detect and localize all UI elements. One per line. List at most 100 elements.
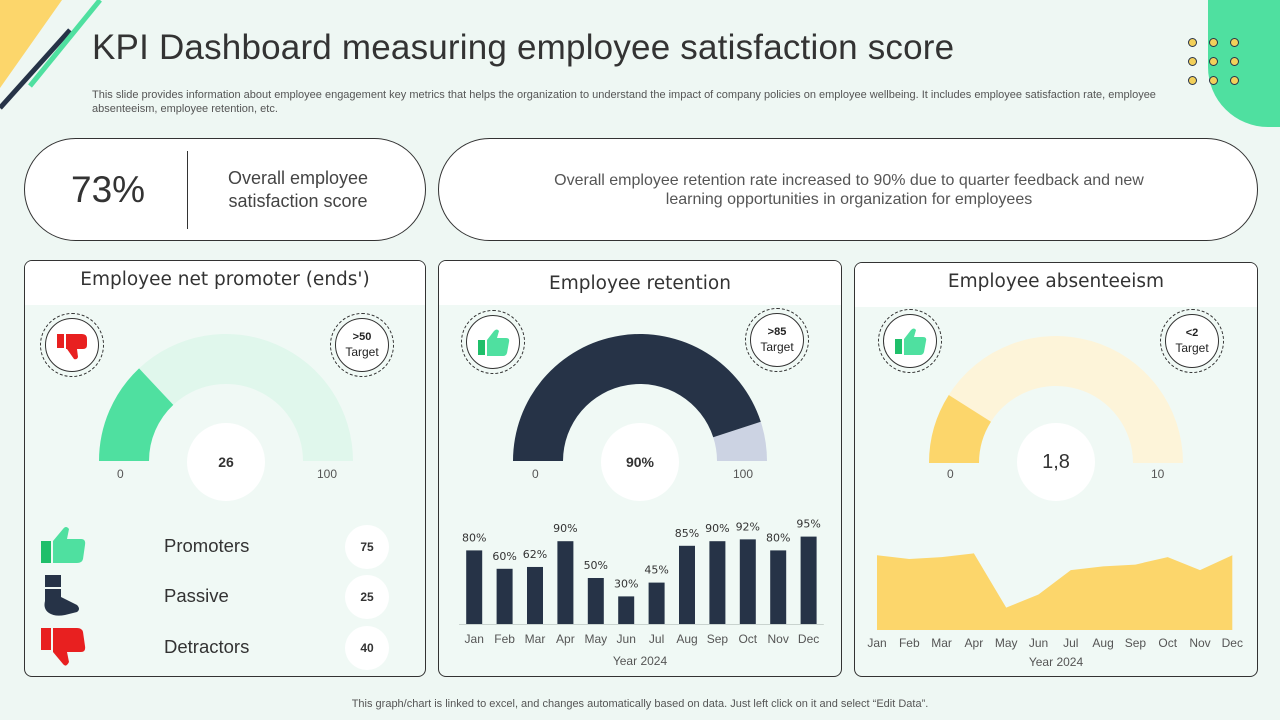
satisfaction-score-value: 73% — [71, 169, 146, 210]
bar-data-label: 45% — [644, 564, 668, 577]
legend-row-promoters: Promoters 75 — [25, 525, 425, 569]
x-tick-label: Feb — [899, 636, 920, 650]
panel-header — [439, 261, 841, 305]
gauge-center-value: 1,8 — [1017, 423, 1095, 501]
thumbs-down-icon — [57, 334, 87, 360]
legend-label: Promoters — [164, 535, 250, 556]
bar-mar — [527, 566, 543, 624]
status-badge — [878, 309, 942, 373]
thumbs-down-icon — [41, 628, 86, 666]
thumbs-up-icon — [895, 328, 927, 355]
page-subtitle: This slide provides information about em… — [92, 89, 1156, 115]
thumbs-up-icon — [41, 527, 86, 563]
retention-note-text: Overall employee retention rate increase… — [554, 172, 1144, 208]
absenteeism-area — [877, 553, 1233, 630]
x-tick-label: Jan — [465, 632, 484, 646]
retention-note-card: Overall employee retention rate increase… — [438, 138, 1258, 241]
absenteeism-area-chart: Jan Feb Mar Apr May Jun Jul Aug Sep Oct Nov Dec — [867, 553, 1243, 650]
x-tick-label: Mar — [525, 632, 546, 646]
absenteeism-gauge — [929, 336, 1183, 463]
x-tick-label: Nov — [1189, 636, 1210, 650]
bar-data-label: 95% — [796, 518, 820, 531]
legend-value: 25 — [345, 575, 389, 619]
x-tick-label: Apr — [556, 632, 575, 646]
target-label: Target — [760, 340, 794, 354]
gauge-remainder-arc — [948, 336, 1183, 463]
bar-data-label: 60% — [492, 550, 516, 563]
target-value: >50 — [352, 331, 372, 343]
x-tick-label: Sep — [707, 632, 729, 646]
x-axis-label: Year 2024 — [1028, 655, 1084, 669]
gauge-min-label: 0 — [947, 467, 954, 481]
absenteeism-panel: Employee absenteeism <2 Target 1,8 0 10 … — [854, 262, 1258, 677]
bar-nov — [770, 550, 787, 624]
gauge-min-label: 0 — [532, 467, 539, 481]
card-divider — [187, 151, 188, 229]
bar-data-label: 80% — [462, 531, 486, 544]
bar-data-label: 80% — [766, 531, 790, 544]
bar-apr — [557, 541, 574, 624]
x-tick-label: May — [584, 632, 607, 646]
gauge-value-arc — [929, 394, 991, 463]
net-promoter-panel: Employee net promoter (ends') >50 Target… — [24, 260, 426, 677]
bar-data-label: 90% — [553, 522, 577, 535]
bar-data-label: 90% — [705, 522, 729, 535]
net-promoter-gauge — [99, 334, 353, 461]
x-tick-label: Mar — [931, 636, 952, 650]
bar-jul — [648, 582, 665, 624]
target-value: >85 — [767, 326, 787, 338]
bar-aug — [679, 545, 695, 624]
gauge-remainder-arc — [139, 334, 353, 461]
gauge-min-label: 0 — [117, 467, 124, 481]
x-tick-label: Jun — [617, 632, 636, 646]
x-tick-label: Nov — [768, 632, 789, 646]
x-tick-label: Jun — [1029, 636, 1048, 650]
status-badge — [40, 313, 104, 377]
satisfaction-score-card: 73% Overall employee satisfaction score — [24, 138, 426, 241]
retention-gauge — [513, 334, 767, 461]
legend-row-detractors: Detractors 40 — [25, 626, 425, 670]
gauge-remainder-arc — [713, 421, 767, 461]
legend-label: Detractors — [164, 636, 250, 657]
x-tick-label: Dec — [1222, 636, 1243, 650]
net-promoter-title: Employee net promoter (ends') — [80, 269, 370, 290]
retention-bar-chart: 80% Jan 60% Feb 62% Mar 90% Apr 50% May 30% Jun 45% J… — [459, 518, 824, 646]
gauge-max-label: 100 — [733, 467, 754, 481]
bar-data-label: 50% — [584, 559, 608, 572]
legend-value: 75 — [345, 525, 389, 569]
thumbs-up-icon — [478, 329, 510, 356]
bar-data-label: 92% — [736, 520, 760, 533]
x-tick-label: Aug — [1092, 636, 1113, 650]
x-tick-label: Aug — [676, 632, 697, 646]
bar-feb — [496, 568, 513, 624]
gauge-center-value: 90% — [601, 423, 679, 501]
retention-panel: Employee retention >85 Target 90% 0 100 … — [438, 260, 842, 677]
gauge-value-arc — [99, 368, 174, 461]
target-label: Target — [345, 345, 379, 359]
bar-sep — [709, 541, 726, 624]
bar-may — [587, 578, 604, 624]
x-tick-label: Feb — [494, 632, 515, 646]
target-badge: >50 Target — [330, 313, 394, 377]
x-axis-label: Year 2024 — [612, 654, 668, 668]
gauge-center-value: 26 — [187, 423, 265, 501]
footer-note: This graph/chart is linked to excel, and… — [351, 698, 929, 710]
satisfaction-score-label: Overall employee satisfaction score — [227, 168, 369, 211]
target-value: <2 — [1185, 327, 1199, 339]
absenteeism-title: Employee absenteeism — [947, 271, 1165, 292]
retention-title: Employee retention — [549, 273, 731, 294]
x-tick-label: Dec — [798, 632, 819, 646]
bar-data-label: 30% — [614, 577, 638, 590]
x-tick-label: Oct — [738, 632, 757, 646]
legend-value: 40 — [345, 626, 389, 670]
target-label: Target — [1175, 341, 1209, 355]
x-tick-label: Jan — [867, 636, 886, 650]
bar-dec — [800, 536, 817, 624]
target-badge: >85 Target — [745, 308, 809, 372]
panel-header — [855, 263, 1257, 307]
bar-oct — [739, 539, 756, 624]
bar-data-label: 62% — [523, 548, 547, 561]
legend-label: Passive — [164, 585, 229, 606]
x-tick-label: Oct — [1158, 636, 1177, 650]
bar-jun — [618, 596, 635, 624]
